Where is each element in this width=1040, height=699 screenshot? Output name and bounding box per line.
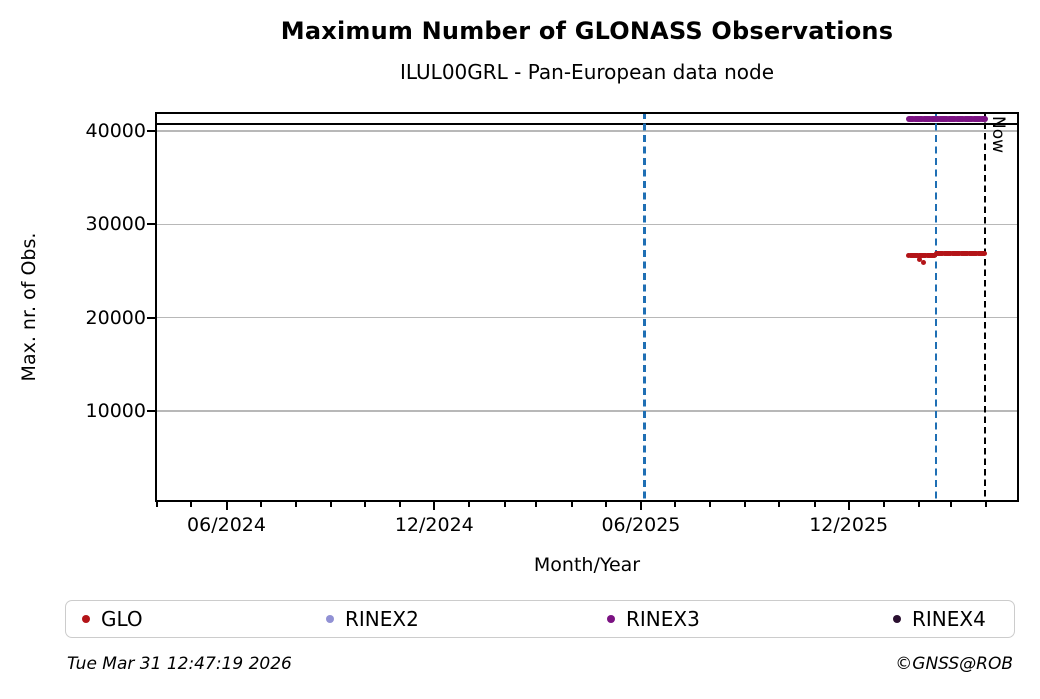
legend-item-glo: GLO xyxy=(82,601,143,636)
data-point-glo xyxy=(916,257,922,263)
legend-label-rinex3: RINEX3 xyxy=(626,606,700,631)
y-tick-label: 40000 xyxy=(85,120,146,143)
data-point-glo xyxy=(982,250,988,256)
x-axis-tick-minor xyxy=(918,502,921,507)
y-axis-tick xyxy=(147,410,155,413)
x-axis-tick-major xyxy=(639,502,642,510)
glo-marker-icon xyxy=(82,614,90,623)
plot-area xyxy=(155,112,1019,502)
x-axis-tick-major xyxy=(225,502,228,510)
y-axis-label: Max. nr. of Obs. xyxy=(18,232,40,382)
now-line xyxy=(983,112,987,502)
footer-credit: ©GNSS@ROB xyxy=(895,654,1013,674)
legend-item-rinex4: RINEX4 xyxy=(893,601,986,636)
x-axis-tick-minor xyxy=(294,502,297,507)
x-axis-tick-minor xyxy=(364,502,367,507)
x-axis-tick-minor xyxy=(503,502,506,507)
x-tick-label: 12/2025 xyxy=(809,514,889,536)
x-axis-tick-minor xyxy=(949,502,952,507)
legend-item-rinex2: RINEX2 xyxy=(326,601,419,636)
x-axis-tick-minor xyxy=(744,502,747,507)
x-axis-tick-minor xyxy=(156,502,159,507)
grid-line-y xyxy=(155,410,1019,412)
max-obs-line xyxy=(155,123,1019,126)
legend-label-rinex2: RINEX2 xyxy=(345,606,419,631)
footer-timestamp: Tue Mar 31 12:47:19 2026 xyxy=(67,654,292,674)
legend-item-rinex3: RINEX3 xyxy=(607,601,700,636)
y-tick-label: 20000 xyxy=(85,306,146,329)
grid-line-y xyxy=(155,316,1019,319)
grid-line-y xyxy=(155,223,1019,226)
rinex2-marker-icon xyxy=(326,614,334,623)
x-axis-tick-minor xyxy=(329,502,332,507)
x-axis-tick-major xyxy=(847,502,850,510)
chart-title: Maximum Number of GLONASS Observations xyxy=(280,17,894,45)
x-axis-tick-minor xyxy=(570,502,573,507)
legend-box: GLO RINEX2 RINEX3 RINEX4 xyxy=(65,600,1015,638)
x-axis-tick-major xyxy=(433,502,436,510)
x-axis-tick-minor xyxy=(399,502,402,507)
x-axis-tick-minor xyxy=(813,502,816,507)
event-line-2 xyxy=(934,112,938,502)
x-axis-tick-minor xyxy=(190,502,193,507)
y-tick-label: 10000 xyxy=(85,400,146,423)
plot-frame xyxy=(155,112,1019,502)
x-axis-tick-minor xyxy=(709,502,712,507)
rinex4-marker-icon xyxy=(893,614,901,623)
x-axis-tick-minor xyxy=(882,502,885,507)
legend-label-glo: GLO xyxy=(101,606,143,631)
now-label: Now xyxy=(987,116,1008,154)
data-point-glo xyxy=(921,260,927,266)
x-tick-label: 06/2024 xyxy=(187,514,266,536)
data-point-rinex3 xyxy=(981,115,988,122)
x-axis-label: Month/Year xyxy=(533,554,641,576)
y-axis-tick xyxy=(147,316,155,319)
x-tick-label: 06/2025 xyxy=(601,514,681,536)
y-axis-tick xyxy=(147,223,155,226)
x-axis-tick-minor xyxy=(259,502,262,507)
x-axis-tick-minor xyxy=(604,502,607,507)
y-tick-label: 30000 xyxy=(85,213,146,236)
event-line-1 xyxy=(643,112,646,502)
legend-label-rinex4: RINEX4 xyxy=(912,606,986,631)
grid-line-y xyxy=(155,130,1019,132)
y-axis-tick xyxy=(147,130,155,133)
x-tick-label: 12/2024 xyxy=(394,514,474,536)
x-axis-tick-minor xyxy=(673,502,676,507)
rinex3-marker-icon xyxy=(607,614,615,623)
x-axis-tick-minor xyxy=(985,502,988,507)
x-axis-tick-minor xyxy=(535,502,538,507)
chart-subtitle: ILUL00GRL - Pan-European data node xyxy=(400,60,774,84)
x-axis-tick-minor xyxy=(778,502,781,507)
x-axis-tick-minor xyxy=(468,502,471,507)
